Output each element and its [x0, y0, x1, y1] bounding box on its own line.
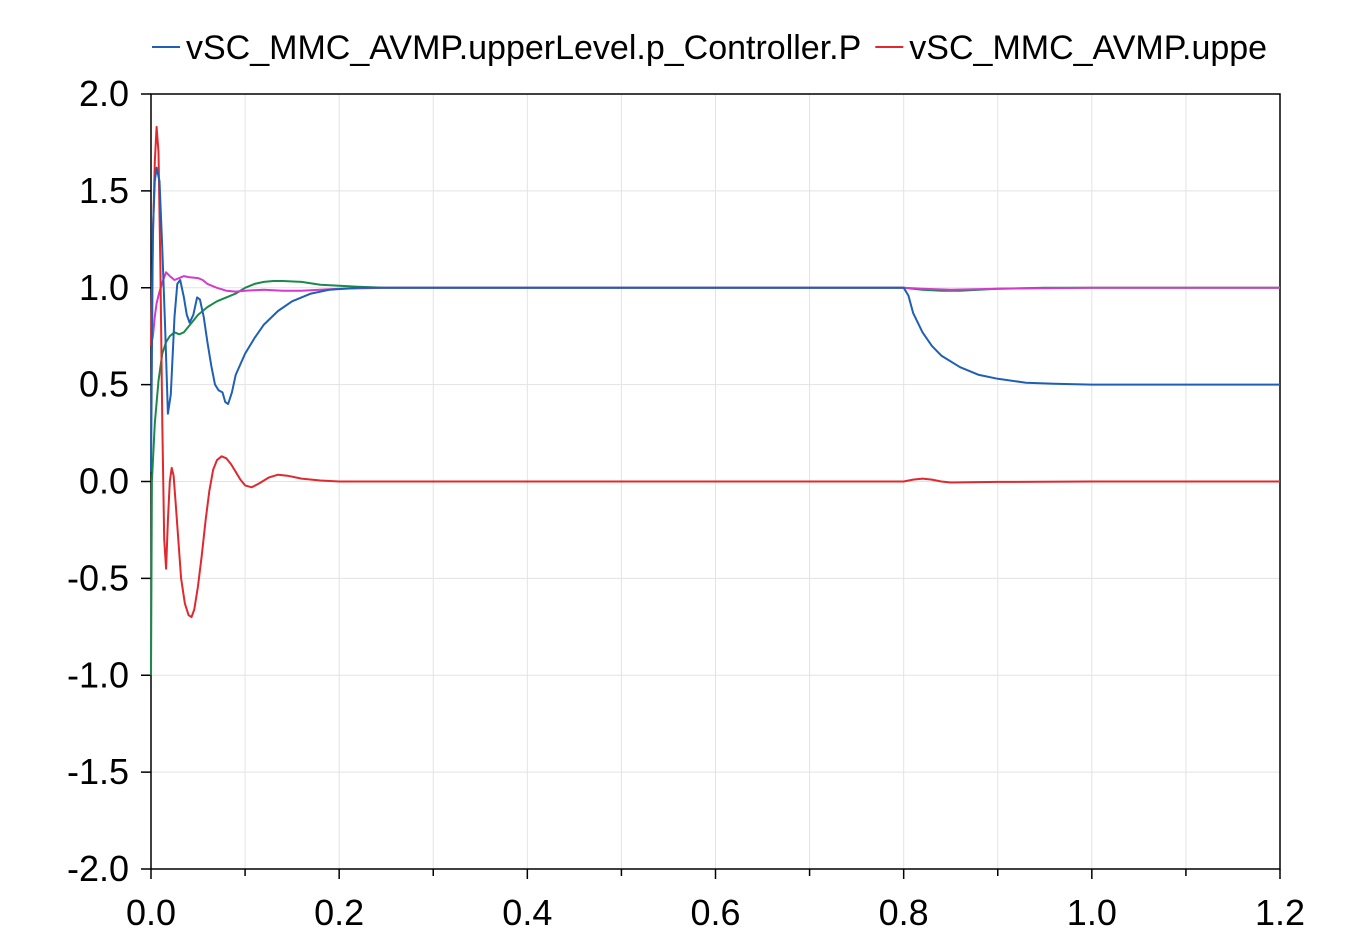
x-tick-label: 1.2 — [1255, 892, 1305, 933]
x-tick-label: 0.2 — [314, 892, 364, 933]
series-lines — [150, 125, 1280, 676]
y-tick-label: -2.0 — [67, 848, 129, 889]
axis-ticks: 0.0 0.2 0.4 0.6 0.8 1.0 1.2 2.0 1.5 1.0 0.5 0.0 -0.5… — [67, 73, 1305, 933]
x-tick-label: 0.4 — [502, 892, 552, 933]
x-tick-label: 0.8 — [879, 892, 929, 933]
y-tick-label: 0.0 — [79, 461, 129, 502]
y-tick-label: 2.0 — [79, 73, 129, 114]
y-tick-label: -0.5 — [67, 557, 129, 598]
series-line-1 — [150, 166, 1280, 472]
y-tick-label: -1.0 — [67, 654, 129, 695]
x-tick-label: 0.0 — [126, 892, 176, 933]
series-line-2 — [150, 125, 1280, 619]
series-line-3 — [150, 280, 1280, 676]
x-tick-label: 0.6 — [690, 892, 740, 933]
x-tick-label: 1.0 — [1067, 892, 1117, 933]
y-tick-label: -1.5 — [67, 751, 129, 792]
y-tick-label: 0.5 — [79, 364, 129, 405]
y-tick-label: 1.0 — [79, 267, 129, 308]
y-tick-label: 1.5 — [79, 170, 129, 211]
legend: vSC_MMC_AVMP.upperLevel.p_Controller.P vS… — [152, 29, 1267, 67]
legend-label: vSC_MMC_AVMP.uppe — [909, 29, 1267, 67]
legend-label: vSC_MMC_AVMP.upperLevel.p_Controller.P — [186, 29, 861, 67]
